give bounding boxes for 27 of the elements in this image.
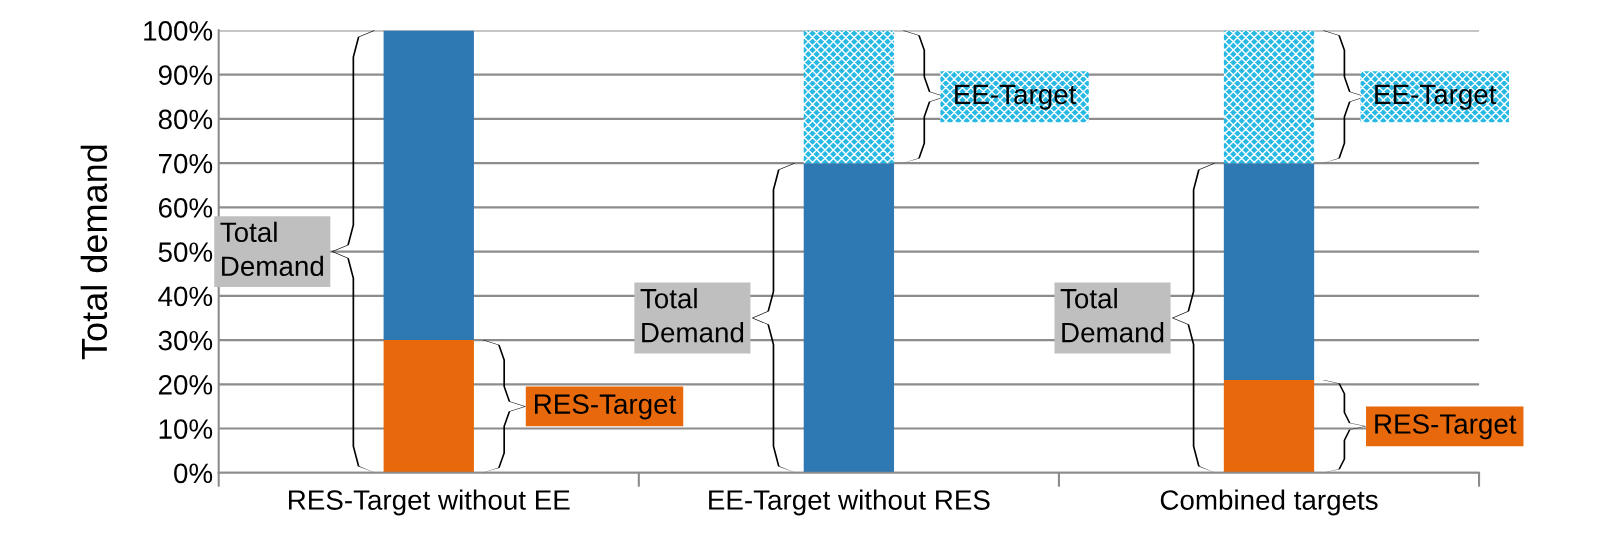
y-tick-label: 80% (158, 109, 213, 130)
bar (803, 163, 895, 473)
y-tick-label: 100% (144, 21, 213, 41)
y-tick-label: 0% (174, 463, 213, 484)
y-tick-label: 40% (158, 286, 213, 307)
annotation: RES-Target (1375, 414, 1517, 440)
bar (383, 340, 474, 473)
bar (803, 30, 895, 164)
y-tick-label: 10% (159, 419, 213, 439)
bar (1223, 30, 1315, 164)
annotation: Total Demand (1060, 288, 1164, 343)
annotation: RES-Target (535, 394, 677, 420)
bar (383, 30, 474, 341)
y-tick-label: 50% (158, 242, 213, 262)
annotation: Total Demand (640, 288, 744, 343)
x-tick-label: EE-Target without RES (709, 489, 990, 516)
x-tick-label: RES-Target without EE (289, 489, 570, 516)
x-tick-label: Combined targets (1160, 489, 1378, 516)
y-tick-label: 60% (158, 198, 213, 218)
annotation: Total Demand (220, 221, 323, 277)
y-tick-label: 90% (158, 65, 213, 85)
y-tick-label: 20% (158, 375, 213, 395)
bar (1223, 163, 1315, 380)
bar (1223, 379, 1315, 473)
y-axis-title: Total demand (80, 145, 108, 360)
y-tick-label: 30% (158, 330, 213, 351)
y-tick-label: 70% (158, 153, 213, 174)
